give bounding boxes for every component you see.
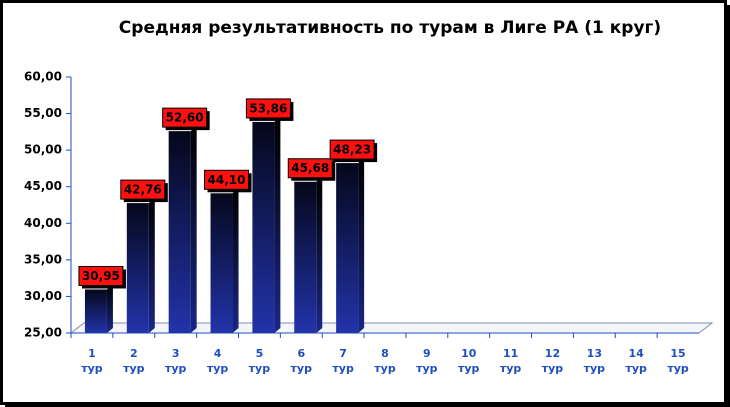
bar (252, 121, 275, 333)
data-label: 53,86 (249, 101, 287, 115)
x-tick-label: 14 тур (625, 347, 647, 375)
x-tick-label: 15 тур (667, 347, 689, 375)
data-label: 52,60 (166, 111, 204, 125)
x-tick-label: 2 тур (123, 347, 145, 375)
frame-shadow (5, 403, 730, 407)
x-tick-label: 7 тур (332, 347, 354, 375)
data-label-box (204, 169, 250, 190)
y-tick-label: 55,00 (24, 106, 62, 120)
data-label: 42,76 (124, 183, 162, 197)
x-tick-label: 12 тур (541, 347, 564, 375)
x-tick-label: 9 тур (416, 347, 438, 375)
data-label-box (120, 179, 166, 200)
x-tick-label: 3 тур (164, 347, 187, 375)
y-tick-label: 30,00 (24, 289, 62, 303)
data-label: 30,95 (82, 269, 120, 283)
bar (210, 193, 233, 333)
data-label-box (287, 158, 333, 179)
data-label-box (78, 265, 124, 286)
y-tick-label: 40,00 (24, 216, 62, 230)
y-tick-label: 45,00 (24, 179, 62, 193)
x-tick-label: 5 тур (248, 347, 271, 375)
bar-side (232, 188, 239, 333)
y-tick-label: 50,00 (24, 143, 62, 157)
bar (294, 181, 317, 333)
y-tick-label: 25,00 (24, 326, 62, 340)
bar (84, 289, 107, 333)
chart-title: Средняя результативность по турам в Лиге… (119, 18, 661, 38)
x-tick-label: 10 тур (458, 347, 480, 375)
bar-side (148, 198, 155, 333)
bar (336, 163, 359, 333)
bar-side (358, 158, 365, 333)
y-tick-label: 60,00 (24, 70, 62, 84)
x-tick-label: 4 тур (206, 347, 229, 375)
bar (126, 203, 149, 333)
data-label: 45,68 (291, 161, 329, 175)
data-label: 48,23 (333, 143, 371, 157)
bar-side (190, 126, 197, 333)
data-label: 44,10 (208, 173, 246, 187)
y-tick-label: 35,00 (24, 252, 62, 266)
bar (168, 131, 191, 333)
x-tick-label: 1 тур (81, 347, 103, 375)
frame-shadow (726, 5, 730, 407)
data-label-box (162, 107, 208, 128)
floor (69, 322, 714, 334)
data-label-box (245, 98, 291, 119)
bar-side (106, 284, 113, 333)
x-tick-label: 8 тур (374, 347, 396, 375)
bar-side (274, 116, 281, 333)
data-label-box (329, 139, 375, 160)
bar-side (316, 176, 323, 333)
x-tick-label: 11 тур (499, 347, 522, 375)
x-tick-label: 6 тур (290, 347, 312, 375)
x-tick-label: 13 тур (583, 347, 606, 375)
